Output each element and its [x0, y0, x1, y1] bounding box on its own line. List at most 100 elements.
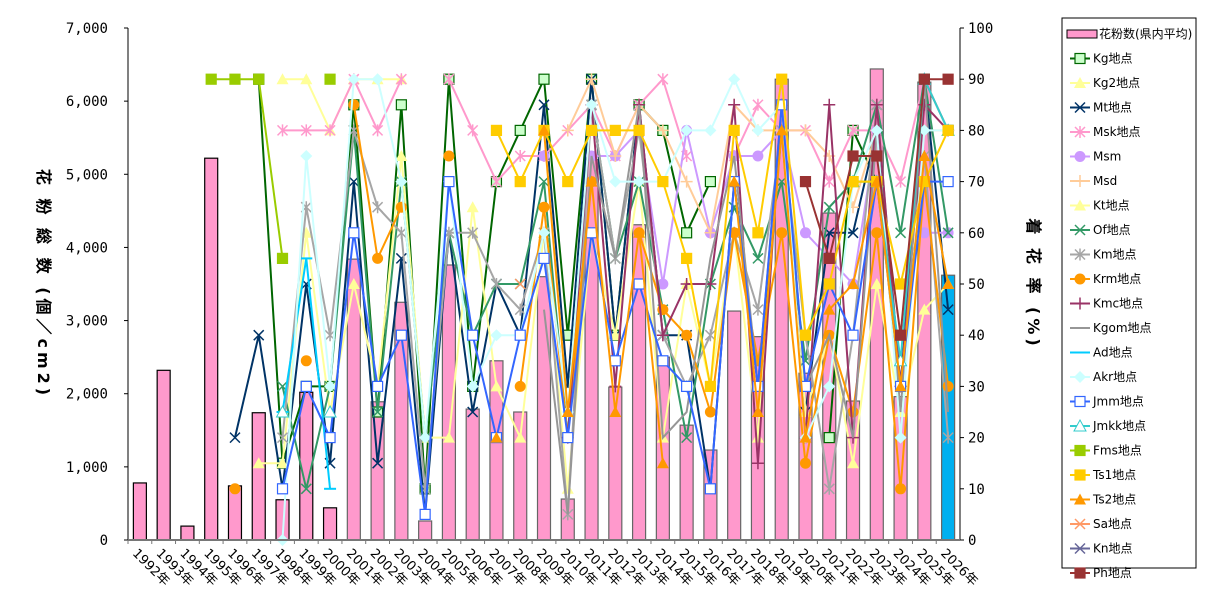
legend-label: Ph地点	[1093, 566, 1132, 580]
right-axis-label: 着 花 率 (%)	[1024, 217, 1043, 349]
marker-star	[324, 124, 336, 137]
marker-star	[395, 226, 407, 239]
marker-circle	[538, 201, 550, 213]
marker-circle	[942, 380, 954, 392]
marker-square	[395, 329, 407, 341]
marker-diamond	[823, 380, 836, 393]
marker-x	[1074, 224, 1086, 236]
marker-square	[681, 252, 693, 264]
left-tick-label: 7,000	[66, 21, 108, 37]
marker-square	[752, 227, 764, 239]
marker-square	[229, 73, 241, 85]
marker-triangle	[823, 303, 836, 315]
marker-star	[395, 73, 407, 86]
right-tick-label: 50	[968, 277, 985, 293]
bar-1993年	[156, 369, 171, 541]
marker-star	[372, 124, 384, 137]
marker-star	[490, 278, 502, 290]
marker-star	[514, 303, 526, 316]
series-Ts1地点	[490, 73, 954, 392]
marker-plus	[918, 98, 931, 111]
legend-item: Msk地点	[1070, 125, 1141, 139]
bar-2000年	[322, 507, 338, 541]
legend-label: Msm	[1093, 150, 1121, 164]
marker-square	[799, 329, 812, 341]
marker-square	[276, 483, 289, 495]
marker-square	[633, 124, 645, 137]
marker-circle	[704, 406, 716, 418]
marker-square	[799, 380, 812, 392]
bar-1995年	[204, 157, 219, 541]
legend-item: Kg2地点	[1070, 76, 1140, 90]
marker-x	[942, 227, 954, 239]
marker-diamond	[347, 73, 360, 86]
marker-square	[1074, 52, 1086, 65]
bar-1994年	[180, 525, 195, 541]
marker-square	[752, 380, 764, 392]
marker-circle	[229, 483, 241, 495]
marker-square	[514, 329, 526, 341]
marker-square	[348, 227, 360, 239]
marker-square	[847, 176, 859, 188]
marker-plus	[609, 150, 622, 162]
legend-item: Ph地点	[1070, 566, 1132, 580]
marker-diamond	[324, 380, 337, 393]
marker-diamond	[490, 329, 503, 342]
marker-circle	[776, 227, 788, 239]
marker-plus	[1074, 297, 1086, 310]
marker-star	[704, 329, 716, 342]
legend-item: Ad地点	[1070, 346, 1133, 360]
marker-x	[1074, 101, 1086, 114]
marker-x	[300, 483, 312, 495]
marker-circle	[799, 227, 811, 239]
legend-label: Ts2地点	[1092, 493, 1136, 507]
legend: 花粉数(県内平均) Kg地点 Kg2地点 Mt地点 Msk地点 Msm Msd Kt地点 Of地…	[1061, 17, 1197, 580]
marker-square	[823, 252, 835, 264]
marker-square	[681, 380, 693, 392]
right-tick-label: 0	[968, 533, 976, 549]
marker-triangle	[894, 380, 907, 392]
marker-star	[467, 226, 479, 239]
legend-label: Mt地点	[1093, 101, 1132, 115]
marker-x	[1074, 518, 1086, 530]
marker-plus	[656, 124, 669, 137]
legend-label: Akr地点	[1093, 370, 1137, 384]
left-tick-label: 0	[100, 533, 108, 549]
legend-swatch	[1066, 29, 1098, 39]
marker-plus	[728, 98, 741, 111]
right-tick-label: 100	[968, 21, 993, 37]
marker-triangle	[514, 431, 527, 443]
legend-item: Krm地点	[1070, 272, 1141, 286]
legend-label: Krm地点	[1093, 272, 1141, 286]
marker-triangle	[300, 73, 313, 85]
marker-plus	[823, 98, 836, 111]
marker-square	[942, 73, 954, 85]
legend-label: Kg2地点	[1093, 76, 1140, 90]
marker-diamond	[870, 124, 883, 137]
marker-square	[585, 227, 598, 239]
legend-label: Ad地点	[1093, 346, 1133, 360]
marker-square	[205, 73, 217, 85]
marker-triangle	[870, 278, 883, 289]
bar-1997年	[251, 412, 266, 541]
marker-star	[823, 175, 835, 188]
legend-label: Kmc地点	[1093, 297, 1143, 311]
marker-square	[514, 176, 526, 188]
marker-square	[704, 380, 717, 392]
marker-x	[681, 432, 693, 444]
marker-diamond	[538, 226, 550, 239]
marker-x	[823, 201, 835, 213]
marker-diamond	[300, 150, 313, 162]
marker-triangle	[275, 404, 290, 418]
marker-star	[372, 201, 384, 214]
marker-triangle	[609, 406, 622, 417]
legend-label: Ts1地点	[1092, 468, 1136, 482]
marker-square	[1074, 567, 1086, 579]
marker-square	[704, 176, 717, 188]
marker-triangle	[252, 457, 265, 469]
marker-x	[1074, 542, 1086, 555]
right-tick-label: 80	[968, 123, 985, 139]
marker-star	[942, 431, 954, 444]
marker-x	[229, 432, 241, 444]
